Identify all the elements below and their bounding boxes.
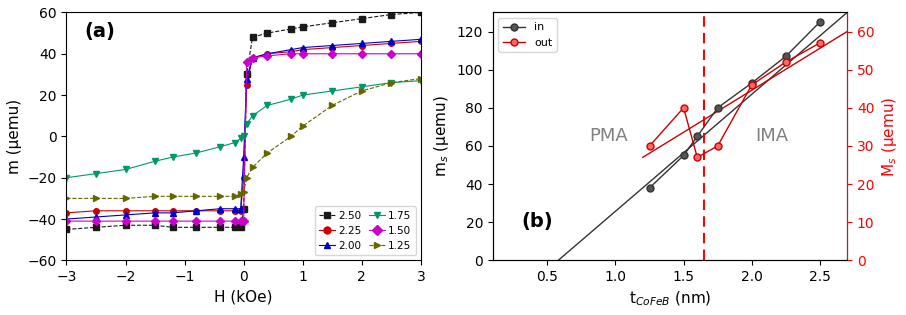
Y-axis label: M$_s$ (μemu): M$_s$ (μemu) (880, 96, 899, 177)
Y-axis label: m$_s$ (μemu): m$_s$ (μemu) (432, 95, 451, 177)
Legend: in, out: in, out (498, 18, 556, 52)
X-axis label: H (kOe): H (kOe) (215, 290, 273, 305)
Legend: 2.50, 2.25, 2.00, 1.75, 1.50, 1.25: 2.50, 2.25, 2.00, 1.75, 1.50, 1.25 (315, 206, 416, 255)
Text: IMA: IMA (756, 127, 789, 146)
Text: (b): (b) (521, 212, 553, 231)
Text: PMA: PMA (589, 127, 628, 146)
X-axis label: t$_{CoFeB}$ (nm): t$_{CoFeB}$ (nm) (629, 290, 711, 308)
Y-axis label: m (μemu): m (μemu) (7, 99, 22, 174)
Text: (a): (a) (84, 22, 115, 41)
